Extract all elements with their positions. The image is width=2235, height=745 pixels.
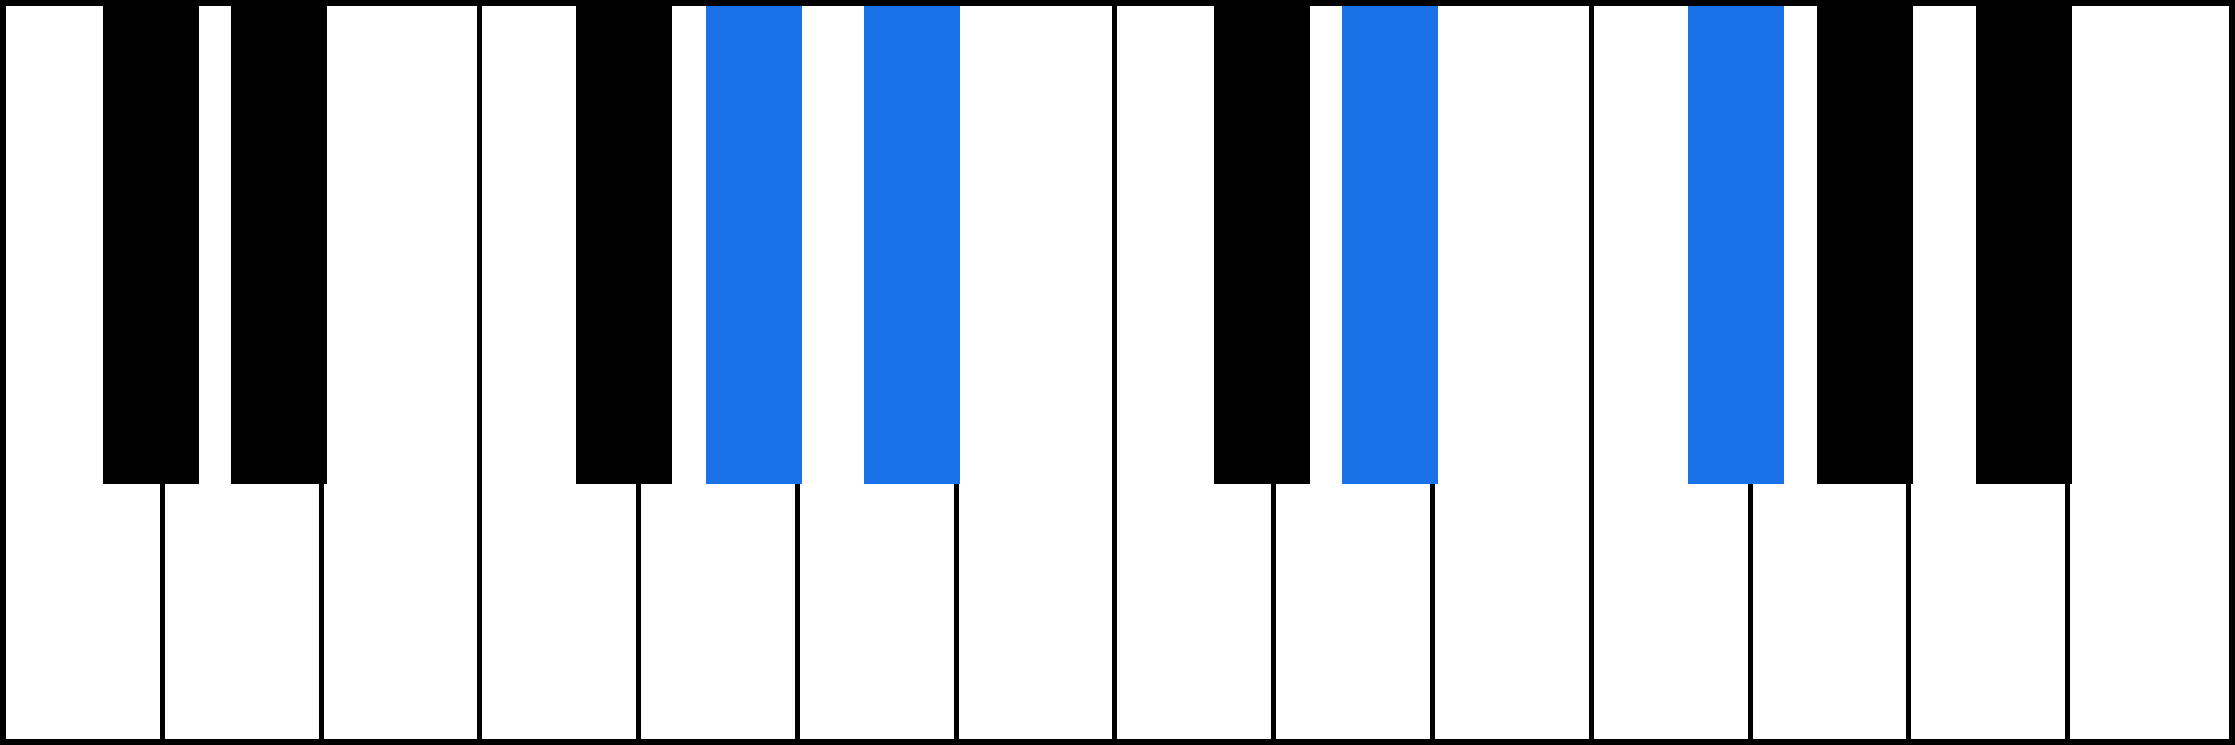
piano-keyboard: [0, 0, 2235, 745]
black-key-asharp-4[interactable]: [864, 6, 960, 484]
white-key-e-2[interactable]: [324, 6, 483, 739]
black-key-dsharp-1[interactable]: [231, 6, 327, 484]
black-key-asharp-9[interactable]: [1976, 6, 2072, 484]
white-key-e-9[interactable]: [1435, 6, 1594, 739]
black-key-csharp-0[interactable]: [103, 6, 199, 484]
black-key-csharp-5[interactable]: [1214, 6, 1310, 484]
white-key-b-6[interactable]: [959, 6, 1118, 739]
white-key-b-13[interactable]: [2070, 6, 2229, 739]
black-key-gsharp-8[interactable]: [1817, 6, 1913, 484]
black-key-fsharp-2[interactable]: [576, 6, 672, 484]
black-key-fsharp-7[interactable]: [1688, 6, 1784, 484]
black-key-gsharp-3[interactable]: [706, 6, 802, 484]
black-key-dsharp-6[interactable]: [1342, 6, 1438, 484]
